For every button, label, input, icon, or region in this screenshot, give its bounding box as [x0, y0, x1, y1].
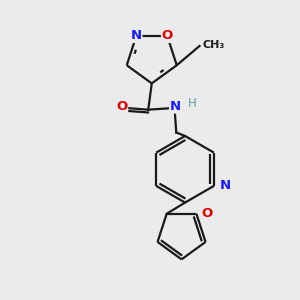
Text: N: N	[220, 179, 231, 192]
Text: CH₃: CH₃	[202, 40, 225, 50]
Text: H: H	[188, 97, 197, 110]
Text: O: O	[201, 207, 212, 220]
Text: N: N	[170, 100, 181, 113]
Text: O: O	[116, 100, 128, 113]
Text: O: O	[162, 29, 173, 42]
Text: N: N	[131, 29, 142, 42]
